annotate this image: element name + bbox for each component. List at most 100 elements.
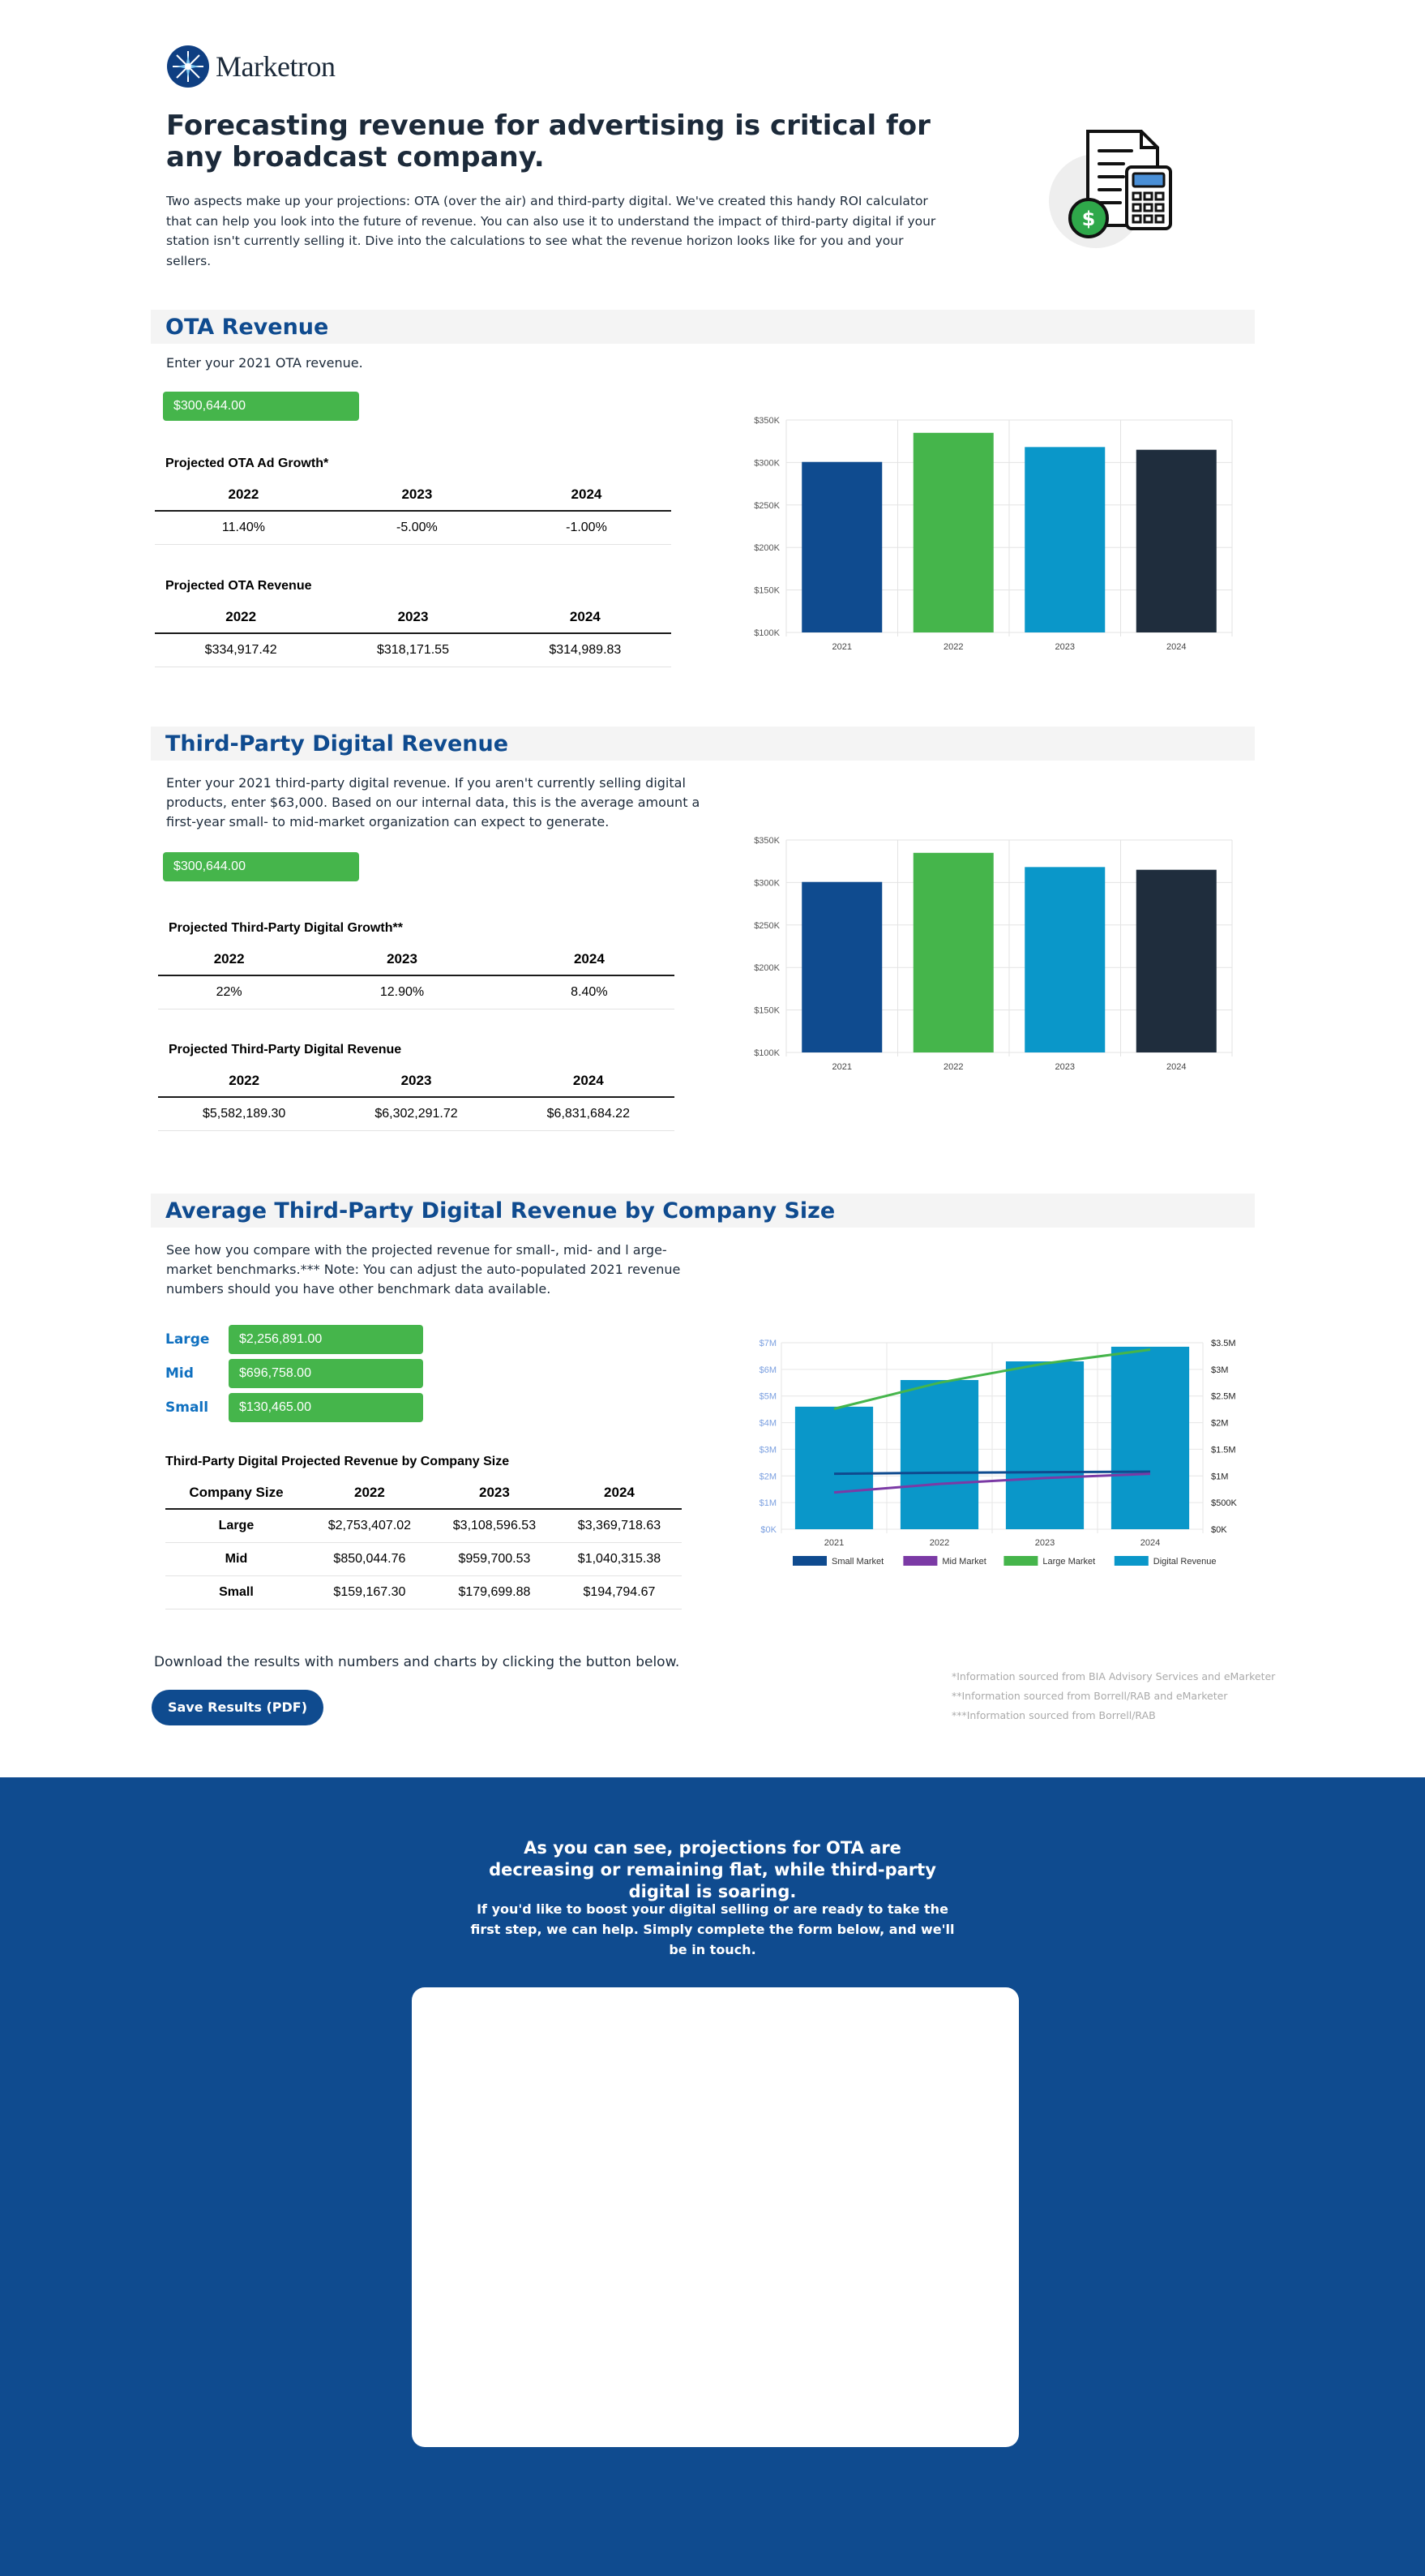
column-header: 2023 [300,943,504,976]
company-size-chart: $0K $1M $2M $3M $4M $5M $6M $7M $0K $500K $1M $1.5M… [760,1339,1238,1567]
right-y-tick-label: $3.5M [1211,1339,1236,1348]
ota-revenue-chart: $100K $150K $200K $250K $300K $350K 2021 2022 20… [754,416,1233,652]
table-cell: $3,108,596.53 [431,1509,557,1543]
digital-section-header: Third-Party Digital Revenue [151,727,1255,761]
digital-growth-title: Projected Third-Party Digital Growth** [169,921,403,935]
table-cell: $850,044.76 [306,1542,432,1576]
digital-revenue-table: 2022 2023 2024 $5,582,189.30 $6,302,291.72 $… [158,1065,674,1131]
table-row: Mid $850,044.76 $959,700.53 $1,040,315.3… [165,1542,682,1576]
x-tick-label: 2022 [944,1062,963,1072]
brand-name: Marketron [216,50,336,83]
digital-growth-table: 2022 2023 2024 22% 12.90% 8.40% [158,943,674,1009]
y-tick-label: $200K [754,963,780,973]
legend-swatch [1003,1556,1038,1566]
table-cell: $1,040,315.38 [556,1542,682,1576]
ota-revenue-input[interactable]: $300,644.00 [163,392,359,421]
y-tick-label: $100K [754,628,780,638]
bar [802,881,883,1052]
y-tick-label: $250K [754,501,780,511]
bar [1005,1361,1085,1529]
table-row: 22% 12.90% 8.40% [158,975,674,1009]
ota-prompt: Enter your 2021 OTA revenue. [166,355,363,371]
right-y-tick-label: $2.5M [1211,1392,1236,1402]
table-row: Large $2,753,407.02 $3,108,596.53 $3,369… [165,1509,682,1543]
column-header: 2022 [155,478,332,512]
table-cell: $194,794.67 [556,1575,682,1609]
save-results-button[interactable]: Save Results (PDF) [152,1690,323,1725]
left-y-tick-label: $3M [760,1445,777,1455]
table-cell: $314,989.83 [499,633,671,667]
table-cell: $179,699.88 [431,1575,557,1609]
y-tick-label: $350K [754,416,780,426]
x-tick-label: 2023 [1035,1538,1055,1548]
footer-subtext: If you'd like to boost your digital sell… [470,1901,955,1957]
digital-revenue-title: Projected Third-Party Digital Revenue [169,1043,402,1057]
company-heading: Average Third-Party Digital Revenue by C… [165,1198,836,1224]
table-row: $334,917.42 $318,171.55 $314,989.83 [155,633,671,667]
contact-form[interactable] [412,1987,1019,2447]
legend-swatch [793,1556,827,1566]
column-header: 2022 [306,1477,432,1510]
ota-revenue-table: 2022 2023 2024 $334,917.42 $318,171.55 $314,… [155,601,671,667]
bar [1136,449,1217,632]
column-header: 2024 [503,943,674,976]
legend-label: Large Market [1042,1557,1095,1567]
large-market-input[interactable]: $2,256,891.00 [229,1325,423,1354]
small-market-input[interactable]: $130,465.00 [229,1393,423,1422]
legend-label: Mid Market [942,1557,986,1567]
right-y-tick-label: $500K [1211,1498,1237,1508]
series-line [833,1348,1151,1410]
table-cell: $959,700.53 [431,1542,557,1576]
x-tick-label: 2023 [1055,642,1075,652]
table-row: Small $159,167.30 $179,699.88 $194,794.6… [165,1575,682,1609]
column-header: 2023 [431,1477,557,1510]
digital-prompt: Enter your 2021 third-party digital reve… [166,775,700,829]
table-cell: 8.40% [503,975,674,1009]
mid-market-input[interactable]: $696,758.00 [229,1359,423,1388]
bar [1025,867,1106,1052]
footer-cta: As you can see, projections for OTA are … [0,1777,1425,2576]
bar [802,461,883,632]
y-tick-label: $300K [754,878,780,888]
bar [913,432,994,632]
footnote: **Information sourced from Borrell/RAB a… [952,1690,1228,1702]
bar [913,852,994,1052]
column-header: 2024 [502,1065,674,1098]
column-header: Company Size [165,1477,307,1510]
column-header: 2024 [499,601,671,634]
ota-section-header: OTA Revenue [151,310,1255,344]
page-title: Forecasting revenue for advertising is c… [166,109,931,174]
table-cell: $2,753,407.02 [306,1509,432,1543]
digital-revenue-input[interactable]: $300,644.00 [163,852,359,881]
x-tick-label: 2023 [1055,1062,1075,1072]
x-tick-label: 2024 [1166,1062,1186,1072]
table-cell: $318,171.55 [327,633,499,667]
legend-label: Digital Revenue [1153,1557,1217,1567]
bar [1136,869,1217,1052]
table-cell: -5.00% [332,511,502,545]
starburst-logo-icon [167,45,209,88]
series-line [833,1470,1151,1476]
x-tick-label: 2021 [824,1538,844,1548]
x-tick-label: 2021 [832,1062,852,1072]
company-size-table: Company Size 2022 2023 2024 Large $2,753… [165,1477,682,1609]
ota-growth-table: 2022 2023 2024 11.40% -5.00% -1.00% [155,478,671,545]
ota-growth-title: Projected OTA Ad Growth* [165,456,329,470]
legend-swatch [1114,1556,1149,1566]
x-tick-label: 2022 [930,1538,949,1548]
column-header: 2023 [332,478,502,512]
small-label: Small [165,1399,209,1416]
ota-revenue-title: Projected OTA Revenue [165,579,312,593]
company-prompt: See how you compare with the projected r… [166,1242,681,1297]
bar [1025,447,1106,632]
company-section-header: Average Third-Party Digital Revenue by C… [151,1194,1255,1228]
bar [794,1406,874,1529]
brand-logo[interactable]: Marketron [167,45,336,88]
table-cell: Small [165,1575,307,1609]
mid-label: Mid [165,1365,194,1382]
x-tick-label: 2024 [1140,1538,1160,1548]
right-y-tick-label: $0K [1211,1525,1227,1535]
ota-heading: OTA Revenue [165,315,329,340]
x-tick-label: 2021 [832,642,852,652]
right-y-tick-label: $1.5M [1211,1445,1236,1455]
